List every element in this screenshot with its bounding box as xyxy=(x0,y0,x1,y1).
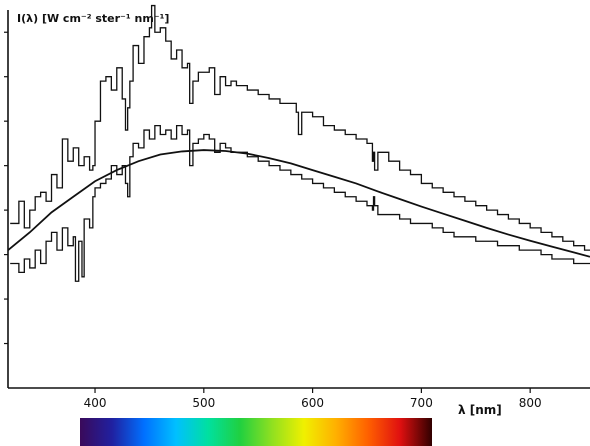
x-tick-label-800: 800 xyxy=(519,396,542,410)
series-group xyxy=(7,4,590,282)
x-tick-label-400: 400 xyxy=(84,396,107,410)
x-tick-label-500: 500 xyxy=(192,396,215,410)
y-axis-label: I(λ) [W cm⁻² ster⁻¹ nm⁻¹] xyxy=(17,12,169,25)
y-ticks xyxy=(4,31,8,345)
x-tick-label-700: 700 xyxy=(410,396,433,410)
x-axis-label: λ [nm] xyxy=(458,403,502,417)
x-ticks: 400 500 600 700 800 xyxy=(84,388,542,410)
series-line-2 xyxy=(10,124,590,282)
series-line-3 xyxy=(7,149,590,258)
x-tick-label-600: 600 xyxy=(301,396,324,410)
spectrum-colorbar xyxy=(80,418,432,446)
axes: 400 500 600 700 800 xyxy=(4,10,590,410)
series-line-1 xyxy=(10,4,590,251)
